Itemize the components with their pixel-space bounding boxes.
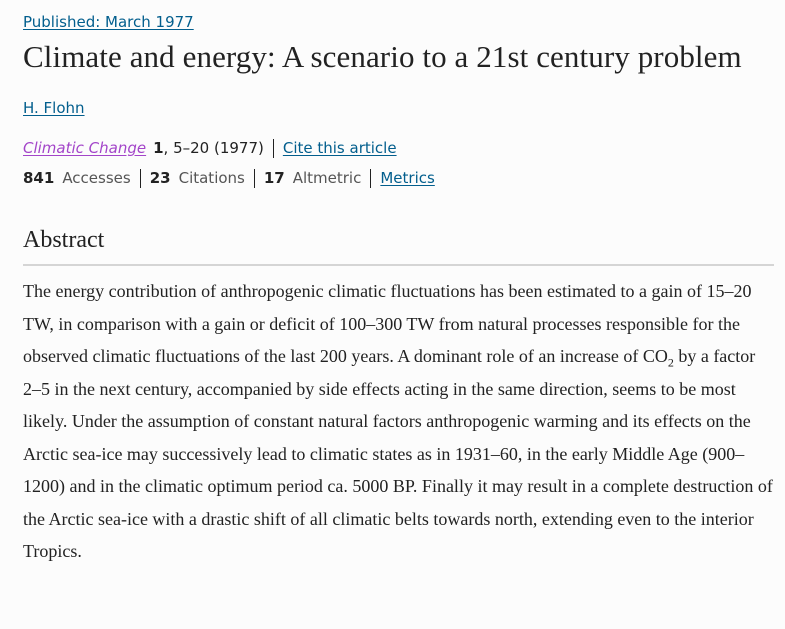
co2-subscript: 2	[667, 355, 674, 370]
divider	[253, 168, 255, 188]
cite-article-link[interactable]: Cite this article	[282, 139, 397, 157]
volume-info: 1, 5–20 (1977)	[153, 138, 264, 158]
metrics-link[interactable]: Metrics	[380, 169, 435, 187]
citations-label: Citations	[178, 169, 245, 187]
abstract-part-2: by a factor 2–5 in the next century, acc…	[23, 346, 773, 561]
article-page: Published: March 1977 Climate and energy…	[23, 12, 775, 568]
abstract-part-1: The energy contribution of anthropogenic…	[23, 281, 752, 366]
divider	[139, 168, 141, 188]
divider	[272, 138, 274, 158]
volume-number: 1	[153, 139, 164, 157]
accesses-count: 841	[23, 169, 55, 187]
altmetric-label: Altmetric	[292, 169, 362, 187]
published-date: Published: March 1977	[23, 12, 775, 32]
journal-link[interactable]: Climatic Change	[23, 139, 147, 157]
metrics-bar: 841 Accesses 23 Citations 17 Altmetric M…	[23, 168, 775, 188]
article-title: Climate and energy: A scenario to a 21st…	[23, 39, 742, 74]
abstract-heading: Abstract	[23, 226, 774, 266]
published-date-link[interactable]: Published: March 1977	[23, 13, 194, 31]
author-list: H. Flohn	[23, 98, 775, 118]
citations-count: 23	[149, 169, 171, 187]
divider	[370, 168, 372, 188]
citation-line: Climatic Change 1, 5–20 (1977) Cite this…	[23, 138, 775, 158]
abstract-text: The energy contribution of anthropogenic…	[23, 275, 775, 568]
altmetric-count: 17	[263, 169, 285, 187]
accesses-label: Accesses	[62, 169, 131, 187]
pages-year: , 5–20 (1977)	[163, 139, 264, 157]
author-link[interactable]: H. Flohn	[23, 99, 85, 117]
